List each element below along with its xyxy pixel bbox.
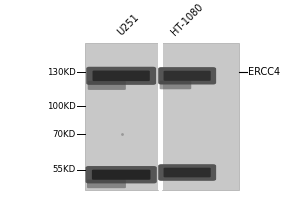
FancyBboxPatch shape: [164, 71, 211, 81]
Text: 70KD: 70KD: [52, 130, 76, 139]
Text: 130KD: 130KD: [47, 68, 76, 77]
FancyBboxPatch shape: [164, 168, 211, 177]
FancyBboxPatch shape: [158, 43, 163, 190]
Text: U251: U251: [116, 12, 141, 38]
FancyBboxPatch shape: [92, 170, 150, 180]
FancyBboxPatch shape: [88, 81, 126, 90]
FancyBboxPatch shape: [85, 166, 157, 183]
FancyBboxPatch shape: [160, 81, 191, 89]
Text: 55KD: 55KD: [52, 165, 76, 174]
Text: 100KD: 100KD: [47, 102, 76, 111]
FancyBboxPatch shape: [86, 67, 156, 85]
FancyBboxPatch shape: [92, 71, 150, 81]
Text: HT-1080: HT-1080: [169, 2, 205, 38]
Text: ERCC4: ERCC4: [248, 67, 280, 77]
FancyBboxPatch shape: [87, 179, 126, 188]
FancyBboxPatch shape: [85, 43, 239, 190]
FancyBboxPatch shape: [158, 67, 216, 84]
FancyBboxPatch shape: [158, 164, 216, 181]
